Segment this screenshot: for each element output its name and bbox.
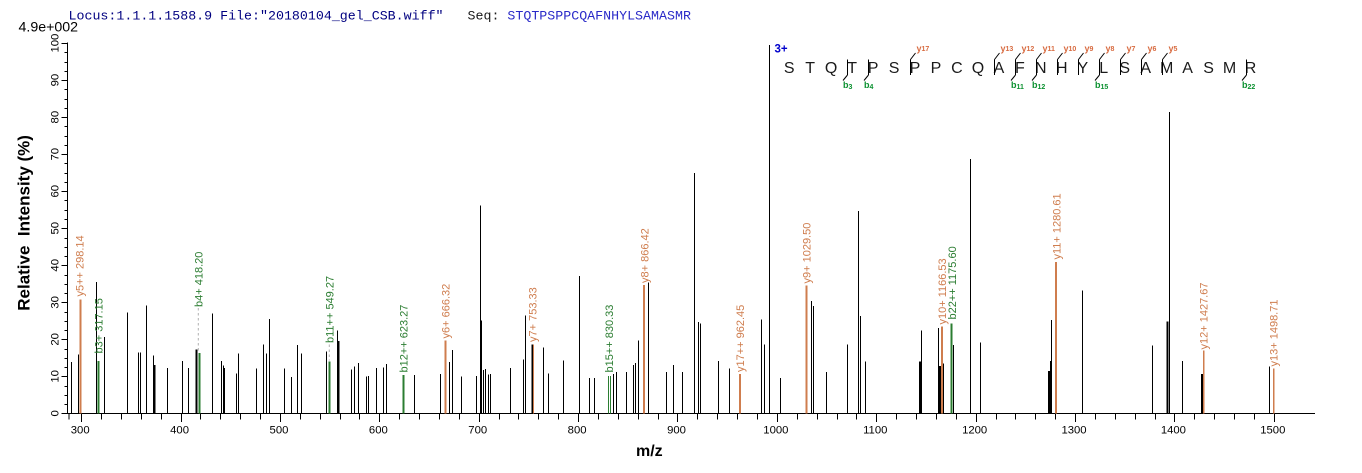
svg-text:Q: Q [972, 60, 984, 77]
svg-text:y11+ 1280.61: y11+ 1280.61 [1051, 193, 1063, 259]
svg-text:y5++ 298.14: y5++ 298.14 [74, 235, 86, 296]
svg-text:b4: b4 [864, 80, 874, 91]
svg-text:y13+ 1498.71: y13+ 1498.71 [1269, 300, 1281, 367]
svg-text:C: C [951, 60, 963, 77]
svg-text:y8+ 866.42: y8+ 866.42 [639, 228, 651, 283]
svg-text:y7: y7 [1127, 44, 1136, 54]
svg-text:y10: y10 [1064, 44, 1077, 54]
svg-text:M: M [1223, 60, 1236, 77]
svg-text:b22++ 1175.60: b22++ 1175.60 [947, 246, 959, 319]
svg-text:y6: y6 [1148, 44, 1157, 54]
svg-text:b3: b3 [843, 80, 853, 91]
svg-text:1400: 1400 [1161, 425, 1186, 437]
svg-text:y8: y8 [1106, 44, 1115, 54]
svg-text:Seq:: Seq: [468, 9, 500, 24]
svg-text:1500: 1500 [1260, 425, 1285, 437]
svg-text:P: P [931, 60, 942, 77]
svg-text:y17: y17 [917, 44, 930, 54]
svg-text:y9+ 1029.50: y9+ 1029.50 [802, 223, 814, 284]
svg-text:y7+ 753.33: y7+ 753.33 [528, 287, 540, 342]
svg-text:y6+ 666.32: y6+ 666.32 [441, 284, 453, 339]
svg-text:H: H [1056, 60, 1068, 77]
svg-text:S: S [1119, 60, 1130, 77]
svg-text:A: A [994, 60, 1005, 77]
svg-text:b3+ 317.15: b3+ 317.15 [93, 298, 105, 353]
svg-text:A: A [1182, 60, 1193, 77]
svg-text:800: 800 [568, 425, 587, 437]
svg-text:N: N [1035, 60, 1047, 77]
svg-text:1000: 1000 [763, 425, 788, 437]
svg-text:y17++ 962.45: y17++ 962.45 [735, 305, 747, 372]
svg-text:b15++ 830.33: b15++ 830.33 [604, 305, 616, 373]
svg-text:P: P [868, 60, 879, 77]
svg-text:b12++ 623.27: b12++ 623.27 [399, 305, 411, 373]
svg-text:T: T [805, 60, 815, 77]
svg-text:F: F [1015, 60, 1025, 77]
svg-text:1200: 1200 [962, 425, 987, 437]
svg-text:Locus:1.1.1.1588.9 File:"20180: Locus:1.1.1.1588.9 File:"20180104_gel_CS… [69, 9, 444, 24]
svg-text:R: R [1245, 60, 1257, 77]
svg-text:y13: y13 [1001, 44, 1014, 54]
svg-text:S: S [784, 60, 795, 77]
svg-text:600: 600 [369, 425, 388, 437]
svg-text:L: L [1099, 60, 1108, 77]
svg-text:P: P [910, 60, 921, 77]
svg-text:1300: 1300 [1061, 425, 1086, 437]
svg-text:400: 400 [170, 425, 189, 437]
svg-text:y12: y12 [1022, 44, 1035, 54]
svg-text:500: 500 [270, 425, 289, 437]
svg-text:3+: 3+ [775, 44, 788, 56]
svg-text:m/z: m/z [636, 443, 663, 460]
svg-text:Y: Y [1077, 60, 1088, 77]
svg-text:60: 60 [50, 185, 62, 198]
svg-text:1100: 1100 [863, 425, 887, 437]
svg-text:b15: b15 [1095, 80, 1108, 91]
svg-text:A: A [1140, 60, 1151, 77]
svg-text:y11: y11 [1043, 44, 1056, 54]
svg-text:300: 300 [71, 425, 90, 437]
svg-text:10: 10 [50, 370, 62, 383]
svg-text:4.9e+002: 4.9e+002 [19, 20, 79, 36]
svg-text:S: S [889, 60, 900, 77]
svg-text:M: M [1160, 60, 1173, 77]
svg-text:y9: y9 [1085, 44, 1094, 54]
svg-text:80: 80 [50, 111, 62, 124]
svg-text:STQTPSPPCQAFNHYLSAMASMR: STQTPSPPCQAFNHYLSAMASMR [507, 9, 691, 24]
svg-text:Q: Q [825, 60, 837, 77]
svg-text:b22: b22 [1242, 80, 1255, 91]
svg-text:0: 0 [50, 410, 62, 416]
svg-text:b11: b11 [1011, 80, 1024, 91]
svg-text:900: 900 [667, 425, 686, 437]
svg-text:40: 40 [50, 259, 62, 272]
svg-text:90: 90 [50, 74, 62, 87]
svg-text:70: 70 [50, 148, 62, 161]
svg-text:S: S [1203, 60, 1214, 77]
svg-text:b11++ 549.27: b11++ 549.27 [325, 276, 337, 343]
svg-text:50: 50 [50, 222, 62, 235]
svg-text:Relative Intensity (%): Relative Intensity (%) [15, 135, 34, 311]
svg-text:y12+ 1427.67: y12+ 1427.67 [1198, 283, 1210, 350]
svg-text:700: 700 [468, 425, 487, 437]
svg-text:y10+ 1166.53: y10+ 1166.53 [937, 258, 949, 324]
svg-text:b4+ 418.20: b4+ 418.20 [194, 252, 206, 307]
svg-text:30: 30 [50, 296, 62, 309]
svg-text:20: 20 [50, 333, 62, 346]
svg-text:y5: y5 [1169, 44, 1178, 54]
svg-text:T: T [847, 60, 857, 77]
svg-text:100: 100 [50, 34, 62, 53]
svg-text:b12: b12 [1032, 80, 1045, 91]
